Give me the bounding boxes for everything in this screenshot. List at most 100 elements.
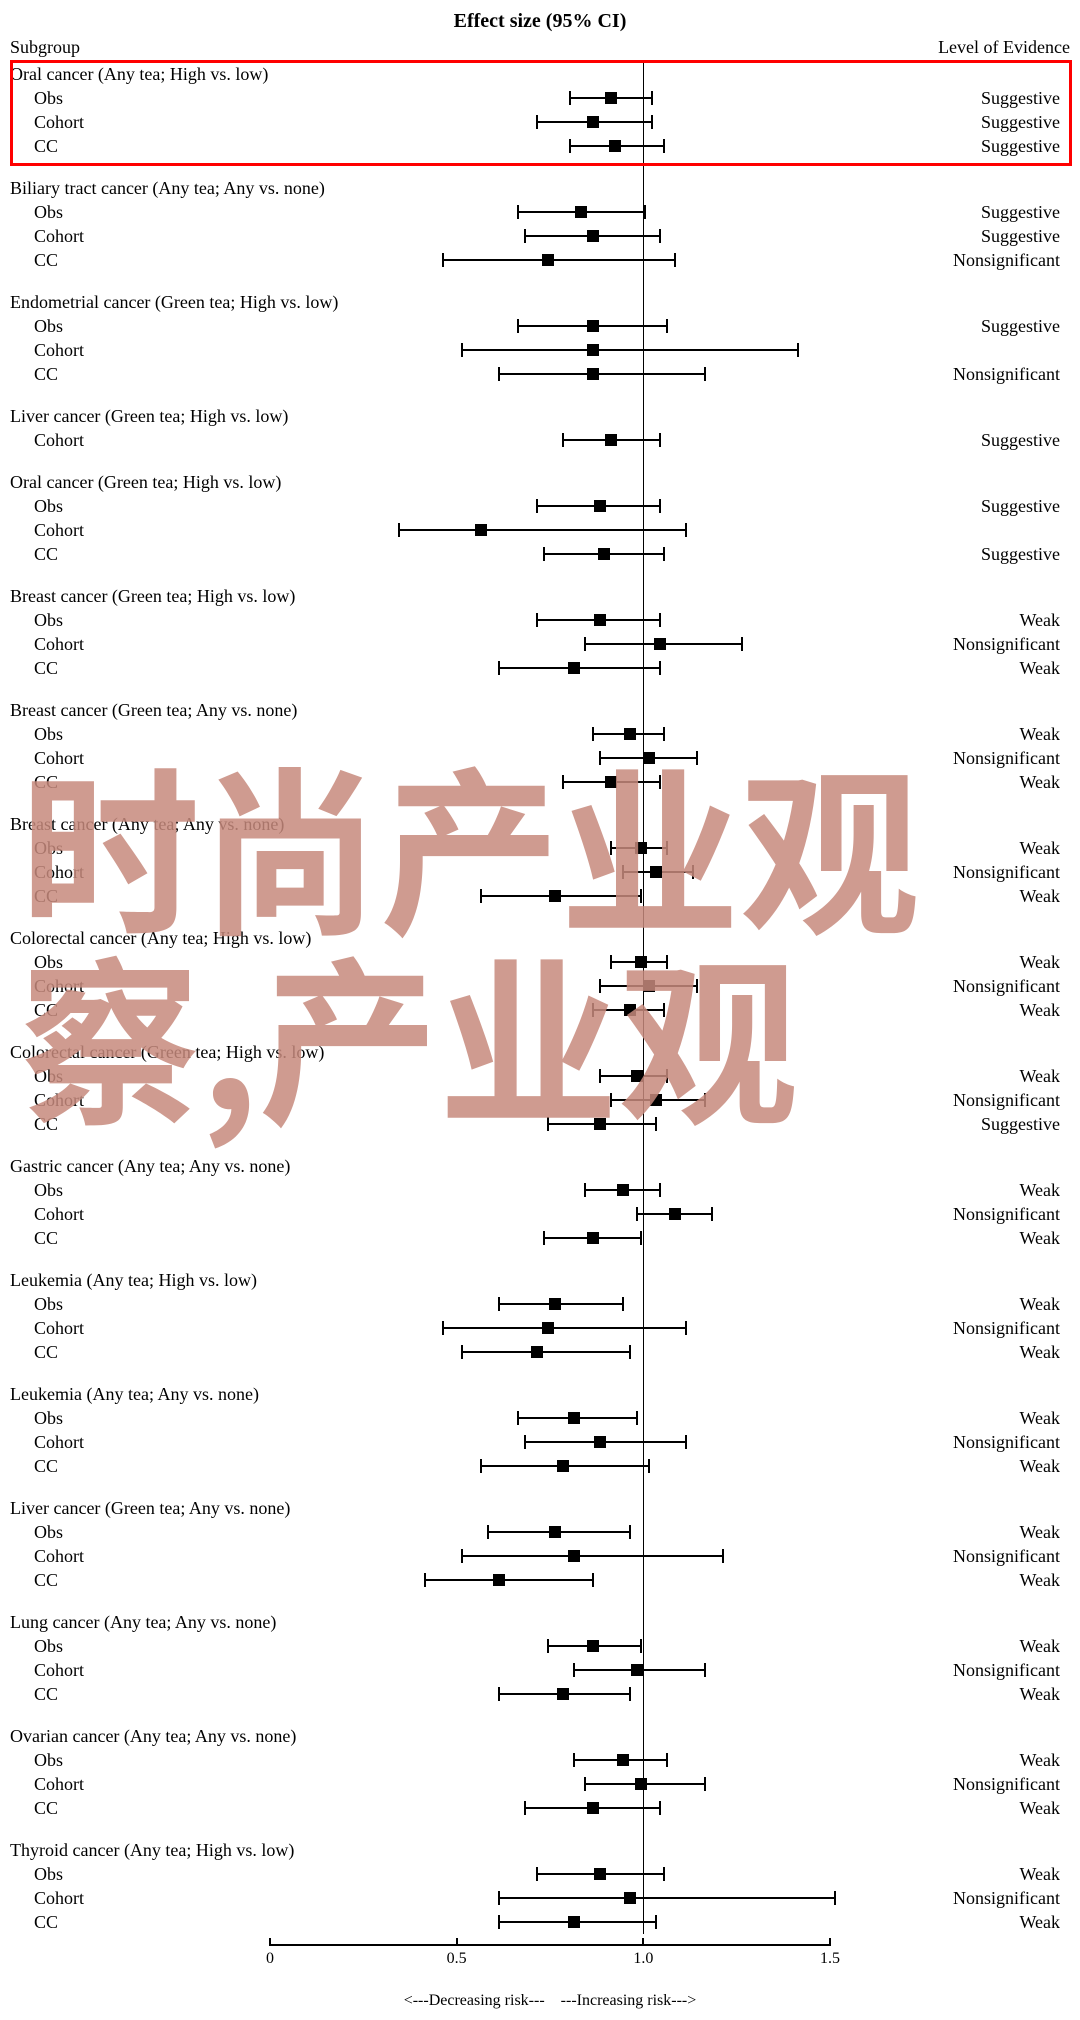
forest-row: CohortSuggestive: [10, 428, 1070, 452]
point-estimate-marker: [617, 1184, 629, 1196]
row-label: CC: [10, 1228, 294, 1249]
ci-cap-low: [524, 1801, 526, 1815]
ci-cap-low: [487, 1525, 489, 1539]
row-plot: [294, 1406, 854, 1430]
row-label: Cohort: [10, 976, 294, 997]
forest-row: Cohort: [10, 338, 1070, 362]
ci-cap-high: [674, 253, 676, 267]
point-estimate-marker: [635, 956, 647, 968]
forest-row: ObsWeak: [10, 608, 1070, 632]
forest-row: CCWeak: [10, 656, 1070, 680]
row-plot: [294, 494, 854, 518]
row-label: CC: [10, 1456, 294, 1477]
point-estimate-marker: [650, 1094, 662, 1106]
row-evidence: Weak: [854, 1456, 1070, 1477]
row-label: Cohort: [10, 1090, 294, 1111]
forest-row: ObsWeak: [10, 722, 1070, 746]
row-label: Obs: [10, 1408, 294, 1429]
point-estimate-marker: [635, 1778, 647, 1790]
forest-row: ObsSuggestive: [10, 494, 1070, 518]
row-label: Obs: [10, 1522, 294, 1543]
forest-row: CohortNonsignificant: [10, 1544, 1070, 1568]
row-evidence: Suggestive: [854, 1114, 1070, 1135]
row-label: CC: [10, 1114, 294, 1135]
forest-row: CCWeak: [10, 1568, 1070, 1592]
point-estimate-marker: [617, 1754, 629, 1766]
row-label: CC: [10, 250, 294, 271]
ci-cap-high: [655, 1915, 657, 1929]
ci-cap-high: [651, 115, 653, 129]
group-title: Breast cancer (Green tea; High vs. low): [10, 584, 1070, 608]
ci-cap-low: [569, 91, 571, 105]
row-plot: [294, 974, 854, 998]
row-plot: [294, 608, 854, 632]
group-block: Thyroid cancer (Any tea; High vs. low)Ob…: [10, 1838, 1070, 1934]
ci-cap-low: [498, 367, 500, 381]
forest-row: ObsWeak: [10, 1064, 1070, 1088]
header-row: Subgroup Level of Evidence: [10, 37, 1070, 58]
point-estimate-marker: [475, 524, 487, 536]
ci-cap-high: [663, 727, 665, 741]
forest-row: ObsWeak: [10, 1634, 1070, 1658]
group-title: Breast cancer (Green tea; Any vs. none): [10, 698, 1070, 722]
row-plot: [294, 1910, 854, 1934]
axis-tick-label: 0: [266, 1950, 274, 1968]
row-evidence: Nonsignificant: [854, 1660, 1070, 1681]
ci-cap-high: [640, 889, 642, 903]
row-evidence: Nonsignificant: [854, 748, 1070, 769]
axis-tick-label: 1.0: [633, 1950, 653, 1968]
ci-cap-low: [517, 319, 519, 333]
row-evidence: Weak: [854, 1180, 1070, 1201]
point-estimate-marker: [568, 1412, 580, 1424]
row-evidence: Weak: [854, 1684, 1070, 1705]
forest-row: CohortNonsignificant: [10, 1202, 1070, 1226]
ci-cap-high: [659, 229, 661, 243]
group-block: Colorectal cancer (Green tea; High vs. l…: [10, 1040, 1070, 1136]
ci-cap-high: [704, 1093, 706, 1107]
row-label: Cohort: [10, 1204, 294, 1225]
ci-cap-low: [498, 1687, 500, 1701]
point-estimate-marker: [594, 1118, 606, 1130]
row-plot: [294, 770, 854, 794]
row-label: CC: [10, 1798, 294, 1819]
ci-cap-low: [498, 1297, 500, 1311]
forest-row: CohortNonsignificant: [10, 1772, 1070, 1796]
group-block: Breast cancer (Any tea; Any vs. none)Obs…: [10, 812, 1070, 908]
row-evidence: Weak: [854, 1912, 1070, 1933]
ci-cap-low: [398, 523, 400, 537]
forest-row: ObsWeak: [10, 1748, 1070, 1772]
point-estimate-marker: [587, 1232, 599, 1244]
row-plot: [294, 248, 854, 272]
row-plot: [294, 1454, 854, 1478]
point-estimate-marker: [594, 1436, 606, 1448]
ci-cap-low: [610, 955, 612, 969]
ci-cap-low: [547, 1117, 549, 1131]
row-evidence: Suggestive: [854, 202, 1070, 223]
row-label: Obs: [10, 88, 294, 109]
ci-cap-low: [562, 775, 564, 789]
row-label: CC: [10, 544, 294, 565]
row-evidence: Nonsignificant: [854, 364, 1070, 385]
forest-row: CCWeak: [10, 1340, 1070, 1364]
row-plot: [294, 1658, 854, 1682]
ci-cap-low: [543, 1231, 545, 1245]
row-evidence: Nonsignificant: [854, 250, 1070, 271]
axis-caption-left: <---Decreasing risk---: [404, 1992, 545, 2009]
point-estimate-marker: [542, 254, 554, 266]
row-plot: [294, 1520, 854, 1544]
ci-line: [399, 529, 686, 531]
row-label: Cohort: [10, 1774, 294, 1795]
axis-ticks: 00.51.01.5: [270, 1946, 830, 1970]
row-plot: [294, 1796, 854, 1820]
group-block: Oral cancer (Green tea; High vs. low)Obs…: [10, 470, 1070, 566]
forest-row: ObsWeak: [10, 1520, 1070, 1544]
group-block: Endometrial cancer (Green tea; High vs. …: [10, 290, 1070, 386]
forest-row: CCNonsignificant: [10, 362, 1070, 386]
row-evidence: Suggestive: [854, 136, 1070, 157]
row-evidence: Nonsignificant: [854, 634, 1070, 655]
ci-cap-high: [685, 1435, 687, 1449]
forest-plot-container: Effect size (95% CI) Subgroup Level of E…: [10, 10, 1070, 2010]
point-estimate-marker: [598, 548, 610, 560]
forest-row: CohortSuggestive: [10, 110, 1070, 134]
row-evidence: Weak: [854, 658, 1070, 679]
